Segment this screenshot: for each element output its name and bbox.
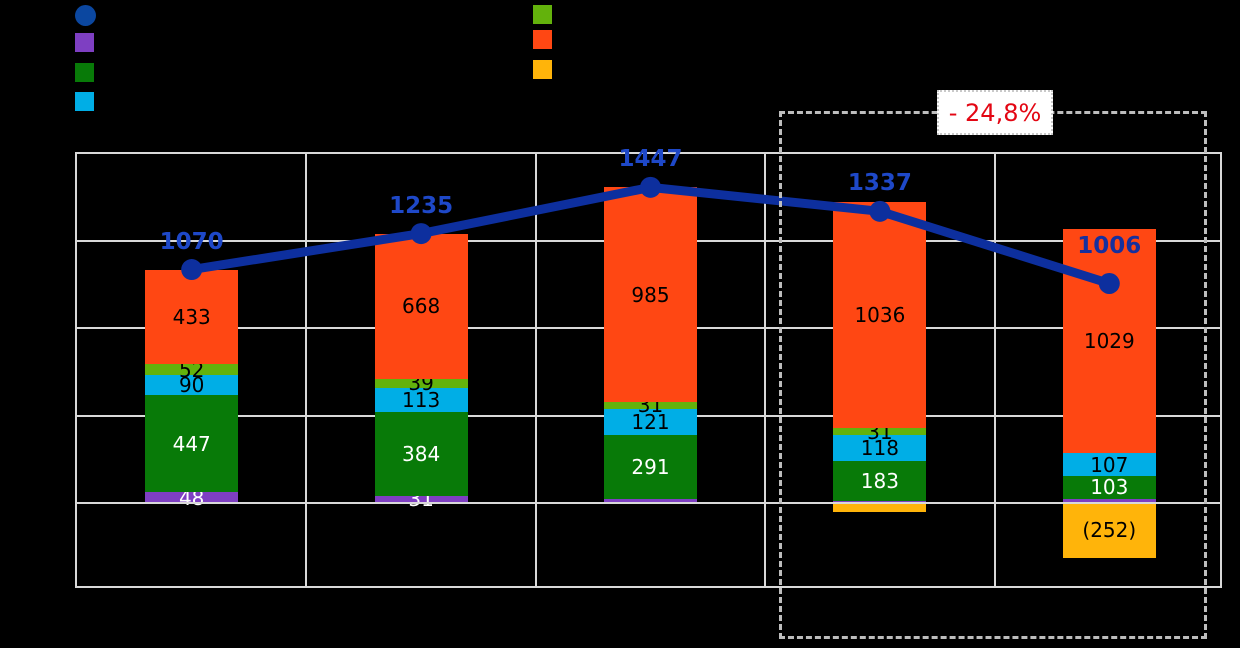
trend-value-label: 1447 (618, 146, 683, 173)
gridline-vertical (764, 154, 767, 586)
bar-segment-cyan: 90 (145, 373, 239, 398)
trend-value-label: 1235 (389, 192, 454, 219)
bar-segment-label: 103 (1090, 475, 1129, 500)
legend-swatch-yellow-green (533, 5, 552, 24)
bar-segment-dark-green: 384 (374, 412, 468, 497)
bar-segment-label: 291 (631, 454, 670, 479)
bar-segment-purple (604, 498, 697, 503)
bar-segment-yellow-green: 31 (604, 395, 697, 415)
legend-swatch-orange (533, 30, 552, 49)
bar-segment-yellow-green: 39 (374, 373, 468, 393)
bar-segment-orange: 668 (374, 233, 468, 380)
legend-swatch-amber (533, 60, 552, 79)
bar-segment-cyan: 113 (374, 387, 468, 413)
bar-segment-label: 1036 (854, 303, 906, 328)
bar-segment-label: 447 (172, 431, 211, 456)
bar-segment-cyan: 107 (1062, 452, 1156, 477)
gridline-vertical (534, 154, 537, 586)
bar-segment-label: 90 (178, 373, 205, 398)
legend-swatch-purple (75, 33, 94, 52)
bar-segment-dark-green: 291 (604, 435, 697, 499)
legend-swatch-total-line (75, 5, 96, 26)
gridline-vertical (305, 154, 308, 586)
legend-swatch-cyan (75, 92, 94, 111)
bar-segment-dark-green: 103 (1062, 475, 1156, 500)
trend-value-label: 1070 (159, 228, 224, 255)
bar-segment-purple (1062, 498, 1156, 503)
comparison-dashed-box (779, 111, 1207, 639)
bar-segment-label: 384 (402, 442, 441, 467)
bar-segment-yellow-green: 52 (145, 360, 239, 380)
bar-segment-amber (833, 502, 927, 512)
bar-segment-label: 118 (860, 435, 899, 460)
bar-segment-label: 183 (860, 468, 899, 493)
bar-segment-cyan: 121 (604, 408, 697, 436)
bar-segment-amber: (252) (1062, 502, 1156, 558)
delta-badge: - 24,8% (937, 90, 1053, 135)
bar-segment-label: 985 (631, 282, 670, 307)
bar-segment-label: 668 (402, 294, 441, 319)
bar-segment-orange: 433 (145, 269, 239, 364)
bar-segment-dark-green: 183 (833, 460, 927, 501)
legend-swatch-dark-green (75, 63, 94, 82)
bar-segment-label: 121 (631, 410, 670, 435)
bar-segment-label: 107 (1090, 452, 1129, 477)
bar-segment-label: 1029 (1083, 328, 1135, 353)
bar-segment-dark-green: 447 (145, 394, 239, 493)
gridline-vertical (993, 154, 996, 586)
bar-segment-label: 113 (402, 388, 441, 412)
gridline-zero (77, 501, 1220, 504)
bar-segment-label: 433 (172, 304, 211, 329)
bar-segment-label: 52 (178, 357, 205, 382)
bar-segment-orange: 985 (604, 187, 697, 403)
bar-segment-label: (252) (1082, 518, 1137, 543)
delta-badge-label: - 24,8% (948, 98, 1042, 127)
bar-segment-cyan: 118 (833, 435, 927, 461)
bar-segment-purple (833, 500, 927, 503)
